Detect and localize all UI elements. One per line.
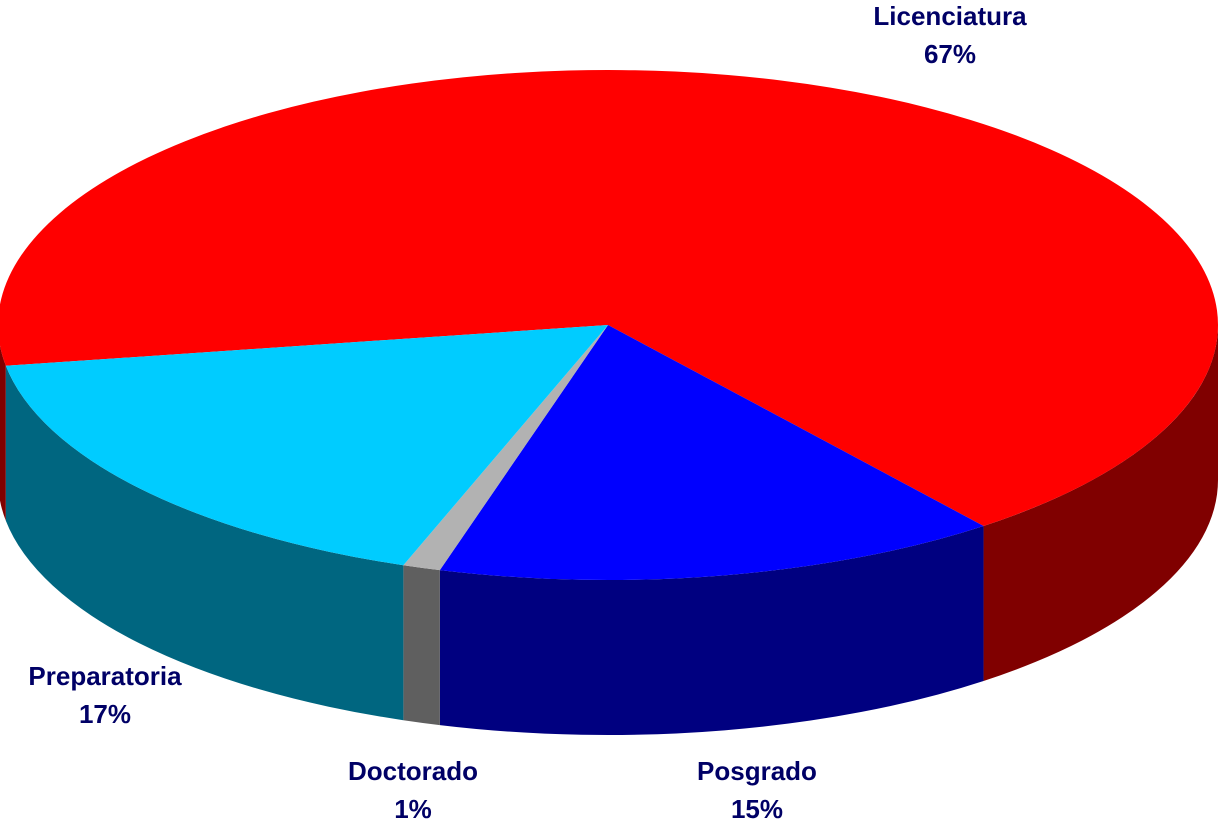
slice bbox=[403, 325, 608, 571]
slice-value-label: 67% bbox=[924, 39, 976, 69]
slice bbox=[5, 325, 609, 566]
slice-side bbox=[983, 325, 1218, 681]
slice-side bbox=[403, 565, 440, 726]
slice-side bbox=[5, 365, 404, 721]
slice-side bbox=[439, 525, 984, 735]
slice-value-label: 1% bbox=[394, 794, 432, 824]
slice-label: Preparatoria bbox=[28, 661, 182, 691]
slice-side bbox=[0, 345, 6, 521]
slice-value-label: 15% bbox=[731, 794, 783, 824]
slice-label: Doctorado bbox=[348, 756, 478, 786]
slice-label: Licenciatura bbox=[873, 1, 1027, 31]
slice bbox=[439, 325, 984, 580]
slice bbox=[0, 70, 1218, 526]
slice-value-label: 17% bbox=[79, 699, 131, 729]
data-labels: Licenciatura 67% Posgrado 15% Doctorado 1% Pre… bbox=[28, 1, 1027, 824]
slice-label: Posgrado bbox=[697, 756, 817, 786]
pie-sides bbox=[0, 325, 1218, 735]
pie-tops bbox=[0, 70, 1218, 580]
